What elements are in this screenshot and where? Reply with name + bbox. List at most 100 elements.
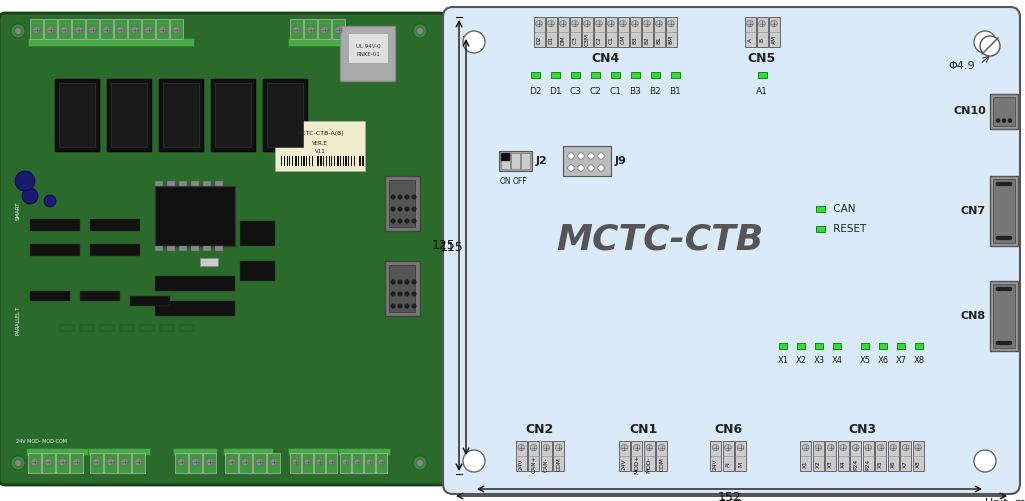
Bar [528,441,539,471]
Circle shape [596,21,603,27]
Bar [28,453,41,473]
Text: C1: C1 [609,87,621,96]
Bar [861,343,869,349]
Circle shape [413,24,427,38]
Text: COM: COM [659,457,664,471]
Text: C2: C2 [589,87,601,96]
Circle shape [608,21,614,27]
Circle shape [14,459,22,466]
Circle shape [405,280,409,284]
Text: MOD+: MOD+ [634,455,640,474]
Bar [240,221,275,246]
Circle shape [1002,287,1006,291]
Bar [56,453,69,473]
Circle shape [405,292,409,296]
Text: AI: AI [726,461,731,467]
Text: P24: P24 [866,459,871,470]
Bar [30,244,80,256]
Circle shape [131,27,138,34]
Bar [239,453,252,473]
Bar [167,181,175,186]
Text: J9: J9 [615,156,627,166]
Text: MOD-: MOD- [647,456,652,472]
Bar [156,19,169,39]
Circle shape [93,458,100,465]
Text: X1: X1 [778,356,788,365]
Text: SMART: SMART [15,202,20,220]
Bar [756,17,768,47]
Bar [200,258,218,266]
Circle shape [1008,236,1012,240]
Text: Φ4.9: Φ4.9 [948,61,975,71]
Circle shape [416,459,423,466]
Bar [290,19,303,39]
Circle shape [173,27,180,34]
Bar [813,441,824,471]
Text: D1: D1 [548,36,554,44]
Circle shape [342,459,348,465]
Circle shape [999,287,1003,291]
Bar [155,246,163,251]
Bar [797,343,805,349]
Bar [590,72,600,78]
Bar [318,19,331,39]
Bar [30,219,80,231]
Bar [90,219,140,231]
Text: 115: 115 [440,240,463,254]
Circle shape [587,165,594,171]
Text: B: B [760,38,765,42]
Circle shape [656,21,662,27]
Text: DM: DM [561,35,566,45]
Text: CN4: CN4 [590,52,619,65]
Circle shape [996,287,1000,291]
Circle shape [328,459,334,465]
Bar [779,343,787,349]
Bar [88,448,150,455]
Bar [215,181,223,186]
Bar [128,19,141,39]
Bar [606,17,616,47]
Text: 24V: 24V [622,458,626,470]
Circle shape [45,458,52,465]
Bar [816,206,824,212]
Bar [351,156,353,166]
Circle shape [1002,119,1006,123]
Bar [140,325,154,331]
Bar [60,325,74,331]
Text: X3: X3 [828,460,833,468]
Circle shape [47,27,54,34]
Circle shape [578,165,584,171]
Circle shape [865,444,871,451]
Bar [735,441,746,471]
Circle shape [145,27,152,34]
Bar [155,181,163,186]
Circle shape [758,21,766,27]
Text: C1: C1 [609,36,614,44]
Circle shape [398,292,402,296]
Bar [337,156,338,166]
Circle shape [587,153,594,159]
Text: MCTC-CTB-A(B): MCTC-CTB-A(B) [296,130,343,135]
Bar [287,156,288,166]
Circle shape [102,27,110,34]
Circle shape [568,165,574,171]
Text: CN6: CN6 [714,423,742,436]
Bar [226,453,238,473]
Bar [581,17,592,47]
Bar [348,33,388,63]
Text: CAN+: CAN+ [531,455,536,473]
Bar [376,453,387,473]
Bar [111,83,147,147]
Bar [215,246,223,251]
Bar [191,246,199,251]
Bar [897,343,905,349]
Circle shape [1002,182,1006,186]
Circle shape [107,458,114,465]
Text: X2: X2 [816,460,821,468]
Bar [879,343,887,349]
Circle shape [398,195,402,199]
Bar [769,17,779,47]
Bar [990,176,1018,246]
Circle shape [996,182,1000,186]
Circle shape [256,458,263,465]
